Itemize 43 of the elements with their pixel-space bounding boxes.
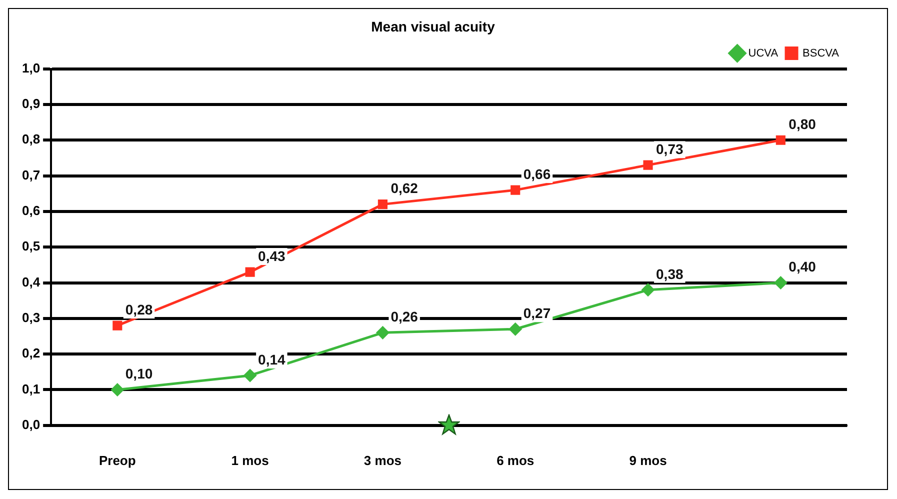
point [509, 322, 522, 336]
data-label: 0,66 [523, 166, 551, 182]
x-tick-label: 6 mos [496, 452, 534, 468]
legend-label: BSCVA [802, 47, 840, 60]
y-tick-label: 0,4 [22, 274, 41, 290]
data-label: 0,62 [390, 180, 418, 196]
point [111, 383, 124, 396]
data-label: 0,27 [523, 304, 551, 321]
y-tick-label: 0,1 [22, 381, 40, 396]
y-tick-label: 0,3 [22, 310, 40, 325]
data-label: 0,40 [788, 258, 816, 275]
x-tick-label: Preop [98, 452, 136, 468]
point [776, 135, 786, 145]
y-tick-label: 0,9 [22, 96, 40, 112]
y-tick-label: 0,6 [22, 203, 40, 218]
y-tick-label: 0,7 [22, 167, 40, 182]
x-tick-label: 3 mos [364, 452, 402, 468]
data-label: 0,38 [656, 266, 684, 282]
y-tick-label: 1,0 [22, 60, 40, 76]
data-label: 0,73 [656, 140, 684, 157]
y-tick-label: 0,8 [22, 132, 40, 147]
data-label: 0,80 [788, 116, 816, 132]
point [774, 276, 787, 290]
data-label: 0,26 [390, 308, 418, 325]
point [643, 160, 653, 170]
y-tick-label: 0,2 [22, 346, 40, 361]
chart-title: Mean visual acuity [371, 18, 496, 34]
y-tick-label: 0,0 [22, 416, 40, 432]
point [245, 267, 255, 277]
data-label: 0,43 [258, 248, 286, 264]
legend-label: UCVA [748, 47, 779, 60]
point [378, 200, 388, 210]
point [376, 326, 389, 339]
data-label: 0,14 [258, 351, 286, 368]
x-tick-label: 9 mos [629, 452, 667, 468]
point [244, 369, 256, 382]
y-tick-label: 0,5 [22, 238, 40, 254]
point [510, 185, 520, 195]
x-tick-label: 1 mos [231, 452, 269, 468]
data-label: 0,10 [125, 366, 153, 382]
point [642, 284, 654, 296]
point [112, 320, 122, 330]
data-label: 0,28 [125, 301, 153, 318]
